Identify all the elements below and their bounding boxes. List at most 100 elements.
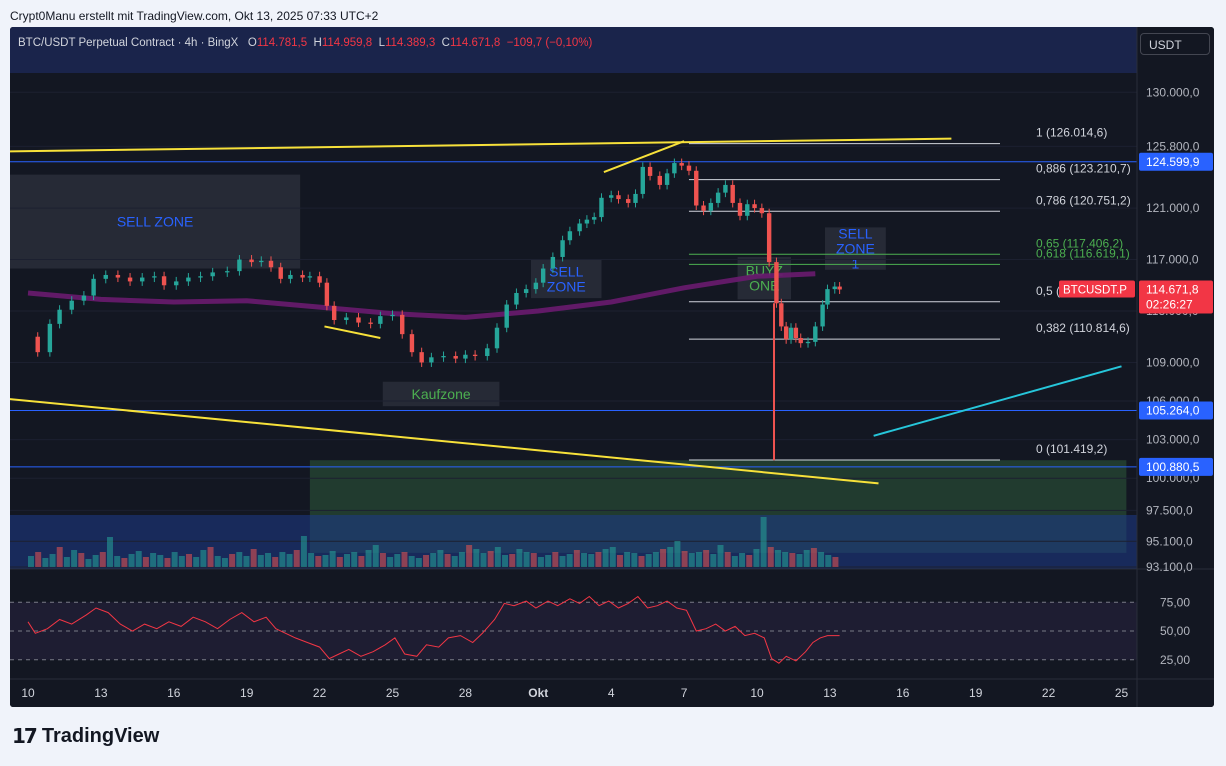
rsi-level-label: 50,00 (1160, 624, 1190, 638)
candle-body (419, 352, 424, 363)
candle-body (485, 348, 490, 357)
volume-bar (746, 555, 753, 567)
price-tag-box (1139, 457, 1213, 476)
volume-bar (236, 552, 243, 567)
chart-background (10, 27, 1214, 707)
header-band (10, 27, 1137, 73)
volume-bar (552, 552, 559, 567)
rsi-pane: 75,00 50,00 25,00 (10, 568, 1214, 680)
candle-body (779, 303, 784, 327)
volume-bar (803, 550, 810, 567)
volume-bar (135, 551, 142, 567)
candle-body (523, 289, 529, 293)
fib-level-label: 0 (101.419,2) (1036, 442, 1107, 456)
candle-body (504, 304, 509, 328)
candle-body (723, 184, 728, 193)
open-value: 114.781,5 (256, 37, 308, 49)
candle-body (788, 327, 794, 340)
tradingview-logo-icon: 17 (12, 724, 38, 748)
volume-bar (494, 547, 501, 567)
time-tick-label: 10 (750, 686, 764, 700)
candle-body (307, 276, 313, 278)
volume-bar (99, 552, 106, 567)
volume-bar (559, 556, 566, 567)
moving-average-line (27, 271, 816, 320)
candle-body (288, 274, 293, 279)
volume-bar (444, 554, 451, 567)
symbol-tag-label: BTCUSDT.P (1063, 284, 1127, 296)
candle-body (400, 314, 405, 335)
tradingview-logo[interactable]: 17 TradingView (12, 724, 159, 748)
volume-bar (387, 557, 394, 567)
candle-body (463, 354, 468, 359)
candle-body (453, 356, 458, 359)
candle-body (633, 193, 638, 203)
volume-bar (509, 554, 516, 567)
volume-bar (710, 554, 717, 567)
currency-button[interactable]: USDT (1140, 33, 1210, 55)
candle-body (599, 197, 604, 218)
tradingview-brand: TradingView (41, 724, 160, 747)
symbol-legend: BTC/USDT Perpetual Contract · 4h · BingX… (18, 37, 592, 49)
volume-bar (523, 552, 530, 567)
volume-bar (753, 549, 760, 567)
moving-average-layer (27, 271, 816, 320)
candle-body (805, 341, 811, 344)
candle-body (567, 231, 573, 241)
volume-bar (473, 549, 480, 567)
rsi-level-label: 75,00 (1160, 595, 1190, 609)
volume-bar (566, 554, 573, 567)
volume-bar (372, 545, 379, 567)
candle-body (701, 205, 706, 211)
candle-body (368, 322, 373, 324)
price-tags-layer: 124.599,9 105.264,0 100.880,5 BTCUSDT.P 114.… (1059, 152, 1213, 476)
candle-body (174, 281, 179, 286)
candle-body (441, 356, 446, 358)
candle-body (356, 317, 361, 323)
last-price-label: 114.671,8 (1146, 282, 1199, 296)
volume-bar (379, 553, 386, 567)
volume-bar (265, 553, 272, 567)
volume-bar (92, 555, 99, 567)
price-tag-label: 124.599,9 (1146, 155, 1200, 169)
time-tick-label: 13 (823, 686, 837, 700)
candle-body (647, 166, 653, 176)
last-price-tag-box (1139, 280, 1213, 314)
volume-bar (774, 550, 781, 567)
trendline (10, 137, 952, 153)
volume-bar (458, 552, 465, 567)
zone-label: 1 (852, 256, 860, 272)
volume-bar (300, 536, 307, 567)
volume-bar (257, 555, 264, 567)
volume-bar (739, 553, 746, 567)
publisher-header: Crypt0Manu erstellt mit TradingView.com,… (10, 9, 379, 23)
volume-bar (703, 550, 710, 567)
volume-bar (142, 557, 149, 567)
candle-body (210, 272, 215, 277)
candle-body (584, 219, 590, 224)
candle-body (472, 354, 478, 357)
candle-body (837, 286, 842, 290)
volume-bar (178, 556, 185, 567)
candle-body (81, 295, 87, 301)
volume-bar (825, 555, 832, 567)
volume-bar (164, 558, 171, 567)
volume-bar (731, 556, 738, 567)
volume-bar (602, 549, 609, 567)
time-tick-label: 7 (681, 686, 688, 700)
volume-bar (631, 553, 638, 567)
candle-body (378, 316, 383, 324)
volume-bar (85, 559, 92, 567)
trendline (603, 140, 685, 173)
volume-bar (351, 552, 358, 567)
zone-label: ZONE (547, 278, 586, 294)
candlestick-chart[interactable]: SELL ZONESELLZONESELLZONE1BUYZONEKaufzon… (10, 27, 1214, 707)
time-axis[interactable]: 10 13 16 19 22 25 28 Okt 4 7 10 13 16 19 22 25 (21, 686, 1128, 700)
candle-body (759, 208, 765, 214)
volume-bar (487, 551, 494, 567)
chart-frame[interactable]: SELL ZONE SELL ZONE SELL ZONE 1 BUYZ ONE Kaufzon… (10, 27, 1214, 707)
volume-bar (150, 553, 157, 567)
candle-body (708, 202, 714, 211)
candle-body (35, 336, 40, 353)
volume-bar (171, 552, 178, 567)
